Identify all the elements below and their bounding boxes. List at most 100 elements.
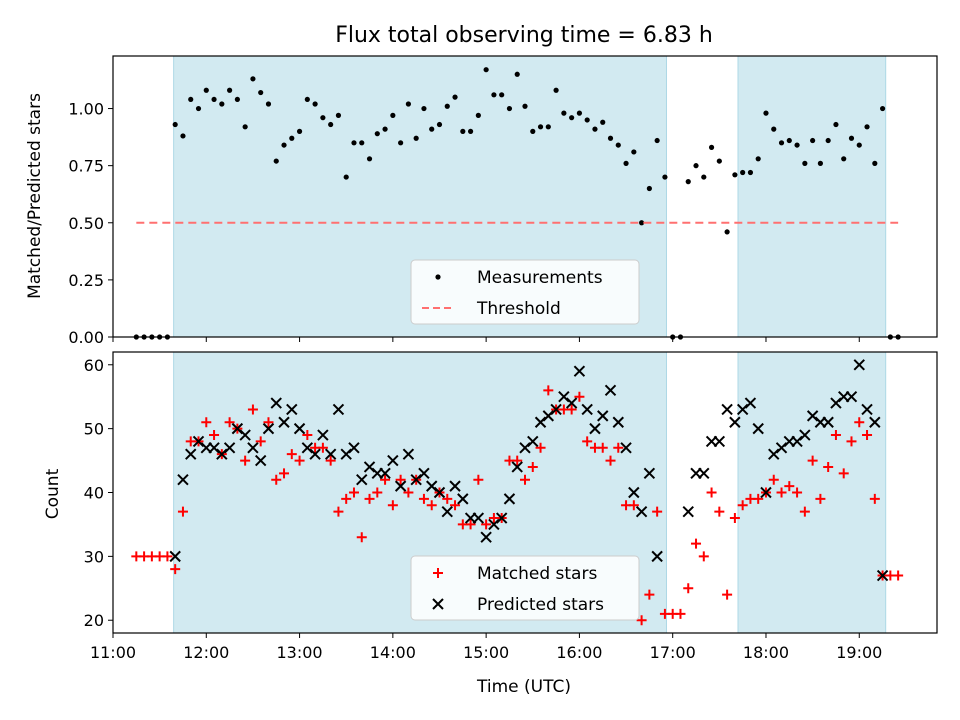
- measurements-point: [390, 112, 396, 118]
- predicted-stars-point: [845, 390, 858, 403]
- predicted-stars-point: [682, 505, 694, 518]
- x-tick-label: 13:00: [277, 643, 323, 662]
- matched-stars-point: [613, 442, 624, 453]
- x-tick-label: 14:00: [370, 643, 416, 662]
- matched-stars-point: [302, 430, 313, 441]
- matched-stars-point: [784, 481, 795, 492]
- measurements-point: [514, 71, 520, 77]
- measurements-point: [708, 144, 715, 150]
- bottom-y-tick-label: 20: [84, 611, 104, 630]
- measurements-point: [545, 124, 551, 130]
- predicted-stars-point: [387, 454, 399, 467]
- matched-stars-point: [582, 436, 593, 447]
- predicted-stars-point: [394, 480, 407, 492]
- predicted-stars-point: [254, 454, 267, 467]
- matched-stars-legend-marker: [433, 568, 443, 578]
- measurements-point: [405, 101, 411, 107]
- measurements-point: [646, 185, 652, 192]
- measurements-point: [320, 115, 326, 121]
- top-legend: Measurements Threshold: [410, 259, 640, 325]
- matched-stars-point: [481, 519, 492, 530]
- measurements-point: [810, 137, 816, 144]
- matched-stars-point: [854, 417, 865, 428]
- x-tick-label: 15:00: [463, 643, 509, 662]
- matched-stars-point: [862, 430, 873, 441]
- x-tick-label: 11:00: [90, 643, 136, 662]
- measurements-point: [747, 169, 754, 176]
- matched-stars-point: [341, 493, 352, 504]
- matched-stars-point: [294, 455, 305, 466]
- predicted-stars-point: [332, 403, 345, 416]
- measurements-point: [483, 67, 489, 73]
- measurements-point: [250, 76, 256, 82]
- predicted-stars-point: [433, 486, 446, 499]
- predicted-stars-point: [317, 429, 329, 441]
- matched-stars-point: [815, 493, 826, 504]
- predicted-stars-legend-marker: [432, 598, 444, 610]
- measurements-point: [242, 124, 248, 130]
- measurements-point: [623, 160, 629, 166]
- matched-stars-point: [512, 455, 523, 466]
- measurements-point: [724, 229, 730, 235]
- top-y-axis-label: Matched/Predicted stars: [25, 93, 45, 299]
- measurements-point: [537, 124, 544, 130]
- measurements-point: [654, 137, 660, 144]
- measurements-point: [569, 115, 575, 121]
- bottom-y-tick-label: 50: [84, 420, 104, 439]
- measurements-point: [693, 163, 699, 169]
- measurements-point: [685, 179, 691, 185]
- predicted-stars-point: [495, 512, 508, 524]
- measurements-point: [475, 112, 481, 118]
- predicted-stars-point: [441, 505, 453, 518]
- measurements-point: [584, 117, 590, 123]
- matched-stars-point: [286, 449, 297, 460]
- matched-stars-point: [535, 442, 546, 453]
- measurements-point: [522, 103, 528, 109]
- matched-stars-point: [325, 455, 336, 466]
- matched-stars-point: [201, 417, 212, 428]
- matched-stars-point: [799, 506, 810, 517]
- matched-stars-point: [683, 583, 694, 594]
- predicted-stars-point: [799, 429, 811, 441]
- measurements-point: [701, 174, 707, 180]
- measurements-point: [740, 169, 746, 176]
- predicted-stars-point: [643, 467, 656, 480]
- measurements-point: [234, 96, 240, 103]
- measurements-point: [802, 160, 808, 166]
- matched-stars-point: [395, 474, 406, 485]
- matched-stars-point: [737, 500, 748, 511]
- matched-stars-point: [636, 615, 647, 626]
- matched-stars-point: [792, 487, 803, 498]
- matched-stars-point: [823, 461, 834, 472]
- measurements-point: [180, 133, 186, 139]
- measurements-point: [328, 121, 334, 128]
- predicted-stars-point: [324, 448, 337, 460]
- measurements-point: [304, 96, 310, 103]
- predicted-stars-point: [698, 467, 710, 480]
- measurements-legend-label: Measurements: [477, 268, 603, 288]
- matched-stars-point: [387, 500, 398, 511]
- matched-stars-point: [418, 493, 429, 504]
- matched-stars-legend-label: Matched stars: [477, 564, 597, 584]
- x-tick-label: 17:00: [650, 643, 696, 662]
- measurements-point: [631, 149, 637, 155]
- predicted-stars-point: [379, 467, 391, 480]
- predicted-stars-point: [604, 384, 617, 397]
- measurements-point: [848, 135, 855, 141]
- matched-stars-point: [605, 455, 616, 466]
- predicted-stars-point: [581, 403, 593, 416]
- matched-stars-point: [722, 589, 733, 600]
- matched-stars-point: [566, 404, 577, 415]
- top-axes-frame: [112, 55, 938, 338]
- bottom-y-tick-label: 40: [84, 484, 104, 503]
- measurements-point: [312, 101, 318, 107]
- predicted-stars-point: [169, 550, 181, 563]
- matched-stars-point: [450, 500, 461, 511]
- matched-stars-point: [893, 570, 904, 581]
- measurements-point: [429, 126, 435, 132]
- measurements-point: [716, 158, 722, 164]
- bottom-shaded-interval: [737, 351, 887, 634]
- predicted-stars-point: [628, 486, 640, 499]
- matched-stars-point: [597, 442, 608, 453]
- measurements-point: [607, 135, 614, 141]
